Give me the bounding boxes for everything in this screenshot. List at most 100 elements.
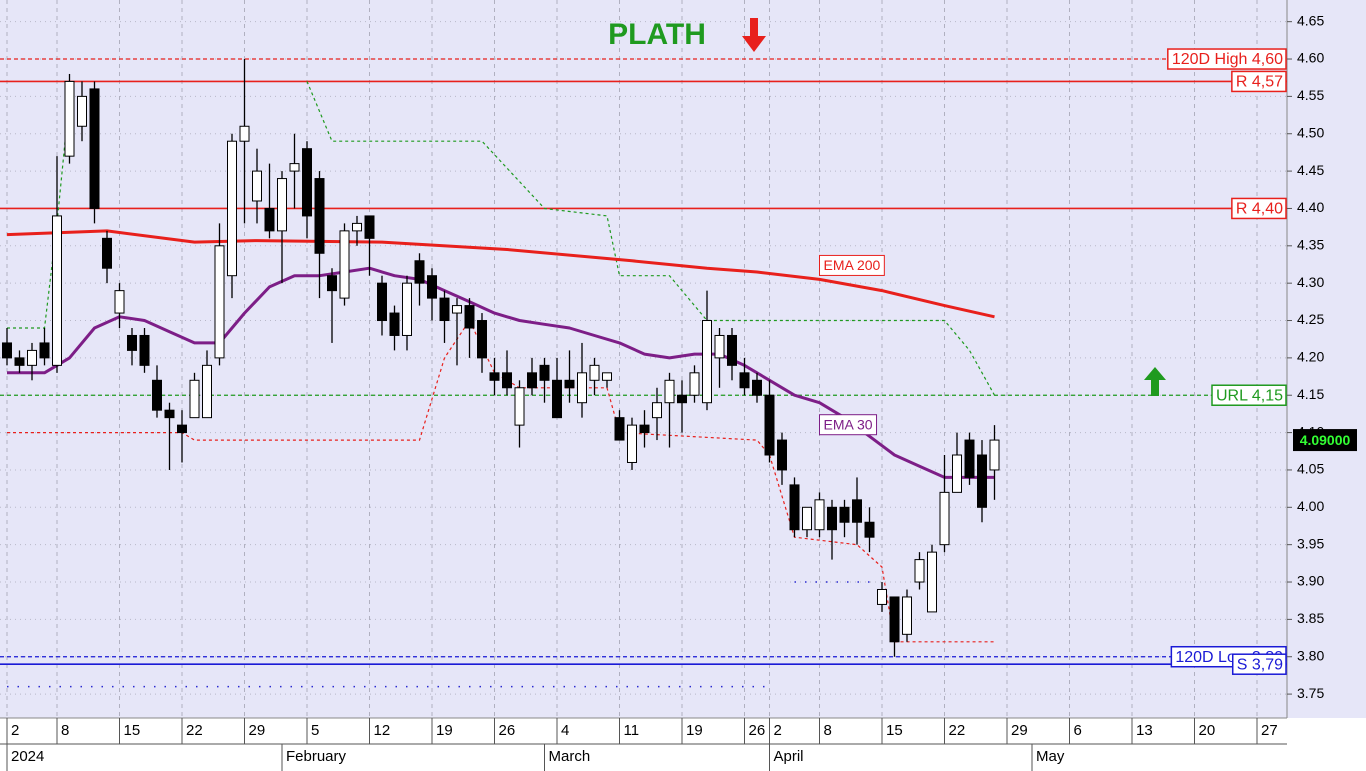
month-label: 2024 [11,748,44,765]
month-label: February [286,748,347,765]
candle-body [414,260,425,284]
candle-body [402,282,412,336]
candle-body [2,342,12,359]
candle-body [364,215,375,239]
ema-line [7,266,995,479]
x-tick-label: 19 [436,722,453,739]
candle-body [639,424,650,434]
candle-body [839,506,850,523]
candle-body [727,334,737,366]
candle-body [589,364,600,381]
candle-body [539,364,550,381]
candle-body [327,275,337,292]
candle-body [964,439,975,478]
ema-line [6,229,995,319]
x-tick-label: 8 [61,722,69,739]
candle-body [739,372,750,389]
buy-arrow [1144,367,1166,396]
levels [0,58,1287,688]
candle-body [802,506,812,531]
candle-body [202,364,212,419]
candle-body [777,439,787,471]
candle-body [764,394,775,456]
y-tick-label: 4.40 [1297,199,1324,215]
x-tick-label: 5 [311,722,319,739]
candle-body [927,551,937,613]
last-price-box [1293,429,1357,452]
candle-body [127,334,137,351]
candle-body [652,402,662,419]
y-tick-label: 4.55 [1297,87,1324,103]
candle-body [464,305,475,329]
series-label: EMA 30 [824,416,873,432]
candle-body [39,342,50,359]
y-tick-label: 4.05 [1297,461,1324,477]
y-tick-label: 3.80 [1297,647,1324,663]
candle-body [577,372,587,404]
candle-body [877,588,887,605]
x-tick-label: 11 [624,722,640,739]
candle-body [452,305,462,314]
candle-body [252,170,262,202]
candle-body [302,148,312,217]
candle-body [139,334,150,366]
candle-body [477,320,487,359]
candle-body [239,125,250,142]
level-label-box [1231,653,1287,675]
x-tick-label: 2 [774,722,782,739]
y-tick-label: 4.65 [1297,12,1324,28]
x-tick-label: 2 [11,722,19,739]
candles [2,59,1000,657]
candle-body [852,499,862,523]
candle-body [552,379,562,419]
level-label: S 3,79 [1237,656,1283,673]
level-label: 120D High 4,60 [1172,51,1283,68]
candle-body [14,357,25,366]
x-tick-label: 4 [561,722,569,739]
candle-body [489,372,500,381]
grid: 3.753.803.853.903.954.004.054.104.154.20… [0,0,1324,771]
last-price-label: 4.09000 [1300,432,1351,448]
y-tick-label: 4.30 [1297,274,1324,290]
y-tick-label: 4.25 [1297,311,1324,327]
candle-body [864,521,875,538]
candle-body [614,417,625,441]
axis-background [1287,0,1366,718]
candle-body [602,372,612,381]
candle-body [177,424,187,434]
candle-body [277,178,287,232]
candle-body [152,379,162,411]
candle-body [664,379,675,404]
x-tick-label: 22 [186,722,203,739]
candle-body [977,454,987,508]
candle-body [914,559,925,583]
y-tick-label: 4.35 [1297,237,1324,253]
x-tick-label: 12 [374,722,391,739]
candle-body [102,237,112,269]
month-label: April [774,748,804,765]
candle-body [502,372,512,389]
candle-body [64,80,75,157]
candle-body [702,320,712,404]
candle-body [114,290,125,314]
x-tick-label: 13 [1136,722,1153,739]
candle-body [889,596,900,643]
series-label-box [819,414,878,436]
level-label-box [1167,48,1287,70]
candle-body [939,491,950,546]
level-label: R 4,57 [1236,74,1283,91]
x-tick-label: 29 [249,722,266,739]
candle-body [689,372,700,396]
series-label: EMA 200 [824,257,881,273]
candle-body [814,499,825,531]
candle-body [627,424,637,463]
candle-body [902,596,912,635]
candle-body [527,372,537,389]
level-label: R 4,40 [1236,201,1283,218]
candle-body [427,275,437,299]
candle-body [952,454,962,493]
series-label-box [819,254,885,276]
x-tick-label: 15 [886,722,903,739]
